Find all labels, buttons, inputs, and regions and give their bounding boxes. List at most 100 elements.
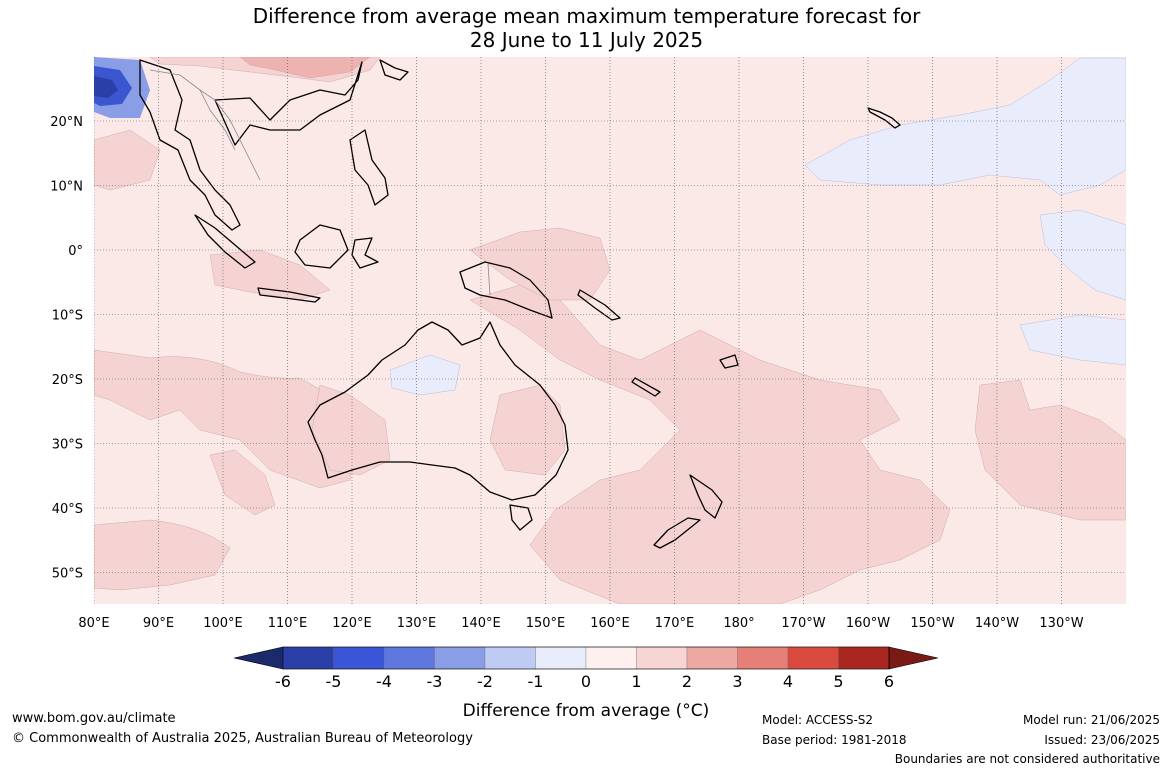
colorbar-extend-low bbox=[233, 646, 284, 670]
coast-java bbox=[257, 287, 321, 303]
colorbar-bin bbox=[585, 646, 637, 670]
latitude-labels: 20°N 10°N 0° 10°S 20°S 30°S 40°S 50°S bbox=[50, 115, 83, 582]
footer-url: www.bom.gov.au/climate bbox=[12, 711, 176, 726]
cool-anomaly-east-pacific-south bbox=[1019, 314, 1126, 366]
cool-anomaly-strong-nw-center bbox=[94, 76, 118, 98]
border-se-asia bbox=[149, 69, 261, 181]
warm-anomaly-strong-china bbox=[239, 57, 371, 79]
lon-tick-label: 160°E bbox=[590, 616, 630, 631]
colorbar-bin bbox=[484, 646, 536, 670]
colorbar-frame bbox=[282, 646, 890, 670]
colorbar-label: Difference from average (°C) bbox=[463, 701, 710, 721]
colorbar-extend-high bbox=[888, 646, 939, 670]
colorbar-bin bbox=[333, 646, 385, 670]
footer-model: Model: ACCESS-S2 bbox=[762, 713, 874, 727]
graticule bbox=[94, 57, 1126, 604]
coast-new-caledonia bbox=[631, 377, 661, 397]
footer-base-period: Base period: 1981-2018 bbox=[762, 733, 907, 747]
longitude-labels: 80°E 90°E 100°E 110°E 120°E 130°E 140°E 150°E 16… bbox=[78, 616, 1083, 631]
colorbar-bin bbox=[434, 646, 486, 670]
border-new-guinea bbox=[487, 263, 491, 296]
coast-philippines bbox=[349, 129, 389, 206]
warm-anomaly-australia-east bbox=[489, 384, 566, 476]
colorbar: -6 -5 -4 -3 -2 -1 0 1 2 3 4 5 6 bbox=[233, 646, 939, 691]
coast-new-guinea bbox=[459, 261, 553, 319]
cool-anomaly-north-pacific bbox=[804, 57, 1126, 196]
footer-disclaimer: Boundaries are not considered authoritat… bbox=[894, 752, 1160, 766]
lat-tick-label: 30°S bbox=[52, 438, 83, 453]
footer-model-run: Model run: 21/06/2025 bbox=[1022, 713, 1160, 727]
coast-japan bbox=[379, 59, 409, 81]
warm-anomaly-indonesia bbox=[209, 249, 331, 301]
warm-anomaly-australia-west bbox=[311, 384, 391, 476]
colorbar-tick-label: 0 bbox=[581, 672, 591, 691]
coast-borneo bbox=[294, 224, 349, 269]
lon-tick-label: 120°E bbox=[332, 616, 372, 631]
lon-tick-label: 150°W bbox=[910, 616, 954, 631]
footer-issued: Issued: 23/06/2025 bbox=[1044, 733, 1160, 747]
coast-australia bbox=[307, 321, 569, 501]
colorbar-tick-label: -6 bbox=[275, 672, 291, 691]
coast-tasmania bbox=[509, 504, 533, 531]
lat-tick-label: 20°N bbox=[50, 115, 83, 130]
colorbar-tick-label: 5 bbox=[833, 672, 843, 691]
border-indochina bbox=[199, 89, 236, 151]
coast-hawaii bbox=[867, 107, 901, 129]
coast-china bbox=[214, 61, 363, 146]
colorbar-tick-label: -5 bbox=[326, 672, 342, 691]
coast-solomon bbox=[577, 289, 621, 321]
lat-tick-label: 10°S bbox=[52, 309, 83, 324]
lat-tick-label: 50°S bbox=[52, 567, 83, 582]
lon-tick-label: 130°W bbox=[1039, 616, 1083, 631]
colorbar-tick-label: -3 bbox=[427, 672, 443, 691]
coast-fiji bbox=[719, 354, 739, 369]
colorbar-bin bbox=[787, 646, 839, 670]
lon-tick-label: 80°E bbox=[78, 616, 109, 631]
title-line-2: 28 June to 11 July 2025 bbox=[469, 28, 704, 52]
colorbar-bin bbox=[282, 646, 334, 670]
colorbar-tick-label: 1 bbox=[631, 672, 641, 691]
lon-tick-label: 170°E bbox=[655, 616, 695, 631]
lon-tick-label: 150°E bbox=[526, 616, 566, 631]
colorbar-tick-label: -4 bbox=[376, 672, 392, 691]
lat-tick-label: 40°S bbox=[52, 502, 83, 517]
cool-anomaly-east-pacific-eq bbox=[1039, 209, 1126, 301]
lon-tick-label: 180° bbox=[723, 616, 754, 631]
warm-anomaly-southern-ocean-west bbox=[94, 349, 356, 489]
lon-tick-label: 90°E bbox=[143, 616, 174, 631]
country-borders bbox=[149, 69, 491, 296]
lon-tick-label: 140°W bbox=[975, 616, 1019, 631]
footer-copyright: © Commonwealth of Australia 2025, Austra… bbox=[12, 731, 473, 746]
lon-tick-label: 100°E bbox=[203, 616, 243, 631]
lat-tick-label: 20°S bbox=[52, 373, 83, 388]
colorbar-tick-label: 4 bbox=[783, 672, 793, 691]
warm-anomaly-east-pacific bbox=[974, 379, 1126, 521]
colorbar-tick-label: -1 bbox=[528, 672, 544, 691]
colorbar-tick-label: -2 bbox=[477, 672, 493, 691]
lat-tick-label: 0° bbox=[68, 244, 83, 259]
title-line-1: Difference from average mean maximum tem… bbox=[252, 4, 921, 28]
cool-anomaly-northern-australia bbox=[389, 354, 461, 396]
colorbar-bin bbox=[686, 646, 738, 670]
lon-tick-label: 130°E bbox=[397, 616, 437, 631]
colorbar-bin bbox=[636, 646, 688, 670]
map-title: Difference from average mean maximum tem… bbox=[0, 4, 1173, 52]
lon-tick-label: 110°E bbox=[268, 616, 308, 631]
warm-anomaly-west-indian bbox=[94, 129, 161, 191]
lat-tick-label: 10°N bbox=[50, 180, 83, 195]
lon-tick-label: 140°E bbox=[461, 616, 501, 631]
colorbar-tick-label: 2 bbox=[682, 672, 692, 691]
colorbar-tick-label: 3 bbox=[732, 672, 742, 691]
colorbar-bin bbox=[737, 646, 789, 670]
warm-anomaly-indian-mid bbox=[209, 449, 276, 516]
colorbar-bin bbox=[383, 646, 435, 670]
lon-tick-label: 170°W bbox=[781, 616, 825, 631]
colorbar-tick-label: 6 bbox=[884, 672, 894, 691]
colorbar-bin bbox=[535, 646, 587, 670]
map-panel bbox=[94, 57, 1126, 604]
coast-new-zealand-south bbox=[653, 517, 701, 549]
coast-new-zealand-north bbox=[689, 474, 723, 519]
warm-anomaly-tasman-pacific bbox=[469, 284, 951, 604]
coast-sumatra bbox=[194, 214, 256, 269]
